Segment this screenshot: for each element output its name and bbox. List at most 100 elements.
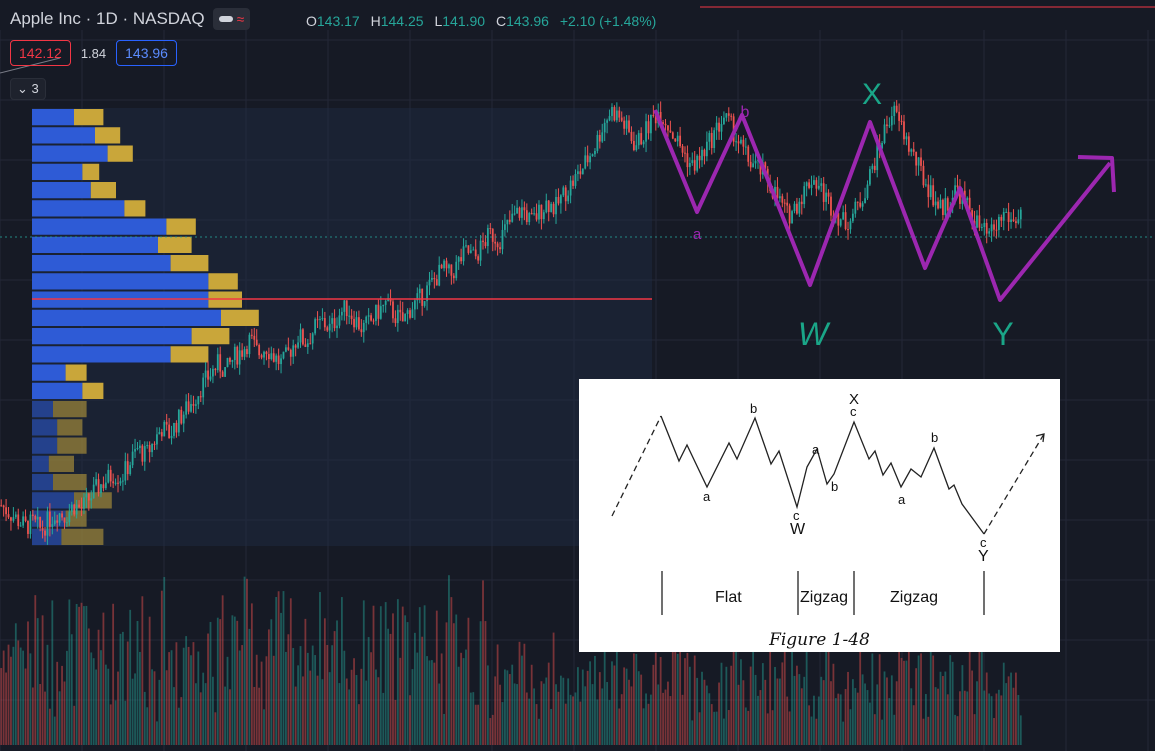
candle-body	[63, 517, 66, 523]
candle-body	[343, 300, 346, 312]
candle-body	[136, 447, 139, 450]
volume-bar	[219, 619, 222, 745]
volume-bar	[467, 617, 470, 745]
candle-body	[224, 367, 226, 377]
candle-body	[535, 213, 538, 220]
candle-body	[114, 482, 117, 484]
indicators-collapse-button[interactable]: ⌄ 3	[10, 78, 46, 100]
vp-bar-down	[74, 109, 104, 126]
volume-bar	[418, 607, 421, 745]
candle-body	[506, 219, 509, 225]
volume-bar	[942, 676, 944, 745]
volume-bar	[662, 692, 664, 745]
candle-body	[173, 422, 175, 436]
candle-body	[869, 169, 871, 185]
candle-body	[275, 355, 278, 362]
visibility-toggle[interactable]: ≈	[212, 8, 251, 30]
candle-body	[725, 113, 728, 118]
candle-body	[742, 139, 745, 147]
candle-body	[243, 349, 246, 357]
vp-bar-down	[208, 273, 238, 290]
vp-bar-up	[32, 401, 53, 418]
volume-bar	[445, 622, 448, 745]
volume-bar	[513, 683, 516, 745]
volume-bar	[504, 669, 506, 745]
volume-bar	[409, 695, 411, 745]
candle-body	[993, 224, 995, 230]
volume-bar	[136, 620, 139, 745]
candle-body	[584, 155, 587, 169]
candle-body	[499, 247, 501, 250]
volume-bar	[993, 718, 995, 745]
volume-bar	[109, 704, 112, 745]
symbol-header[interactable]: Apple Inc · 1D · NASDAQ ≈	[10, 8, 251, 30]
volume-bar	[898, 647, 901, 745]
candle-body	[907, 136, 910, 152]
candle-body	[314, 319, 317, 334]
candle-body	[559, 195, 562, 204]
candle-body	[883, 124, 886, 144]
ref-label-a2: a	[812, 442, 820, 457]
candle-body	[866, 184, 869, 199]
volume-bar	[988, 693, 991, 745]
volume-bar	[460, 652, 463, 745]
candle-body	[384, 300, 387, 305]
volume-bar	[474, 704, 477, 745]
volume-bar	[776, 678, 779, 745]
candle-body	[613, 106, 616, 121]
volume-bar	[820, 676, 823, 745]
ref-label-b2: b	[831, 479, 839, 494]
candle-body	[932, 185, 935, 206]
candle-body	[209, 376, 212, 380]
volume-bar	[603, 635, 606, 745]
candle-body	[428, 279, 431, 286]
sell-button[interactable]: 142.12	[10, 40, 71, 66]
candle-body	[598, 134, 601, 142]
volume-bar	[499, 684, 501, 745]
volume-bar	[581, 669, 584, 745]
candle-body	[606, 120, 609, 123]
candle-body	[389, 298, 392, 302]
volume-bar	[253, 686, 256, 745]
volume-bar	[949, 655, 952, 745]
buy-button[interactable]: 143.96	[116, 40, 177, 66]
volume-bar	[46, 644, 49, 745]
volume-bar	[124, 700, 127, 745]
candle-body	[445, 260, 448, 269]
candle-body	[934, 201, 937, 206]
candle-body	[394, 318, 397, 324]
change-value: +2.10 (+1.48%)	[559, 13, 657, 29]
candle-body	[764, 162, 767, 169]
candle-body	[521, 207, 523, 218]
candle-body	[754, 160, 757, 164]
volume-bar	[579, 701, 582, 745]
symbol-title[interactable]: Apple Inc · 1D · NASDAQ	[10, 9, 205, 28]
candle-body	[139, 445, 141, 448]
volume-bar	[233, 616, 236, 745]
volume-bar	[963, 690, 966, 745]
volume-bar	[667, 681, 669, 745]
volume-bar	[572, 696, 574, 745]
candle-body	[686, 153, 689, 168]
candle-body	[0, 505, 3, 507]
candle-body	[591, 154, 594, 157]
candle-body	[759, 159, 762, 175]
volume-bar	[212, 676, 214, 745]
volume-bar	[657, 684, 660, 745]
volume-bar	[786, 696, 789, 745]
candle-body	[435, 279, 438, 286]
volume-bar	[971, 670, 974, 745]
reference-diagram	[611, 415, 1045, 615]
candle-body	[170, 435, 173, 439]
volume-bar	[129, 609, 132, 745]
candle-body	[939, 199, 942, 209]
volume-bar	[559, 675, 562, 745]
vp-bar-down	[82, 163, 100, 180]
candle-body	[263, 351, 265, 358]
candle-body	[141, 445, 144, 462]
volume-bar	[654, 652, 657, 745]
volume-bar	[238, 650, 241, 745]
volume-bar	[14, 623, 17, 745]
volume-bar	[192, 642, 195, 745]
candle-body	[798, 201, 801, 214]
